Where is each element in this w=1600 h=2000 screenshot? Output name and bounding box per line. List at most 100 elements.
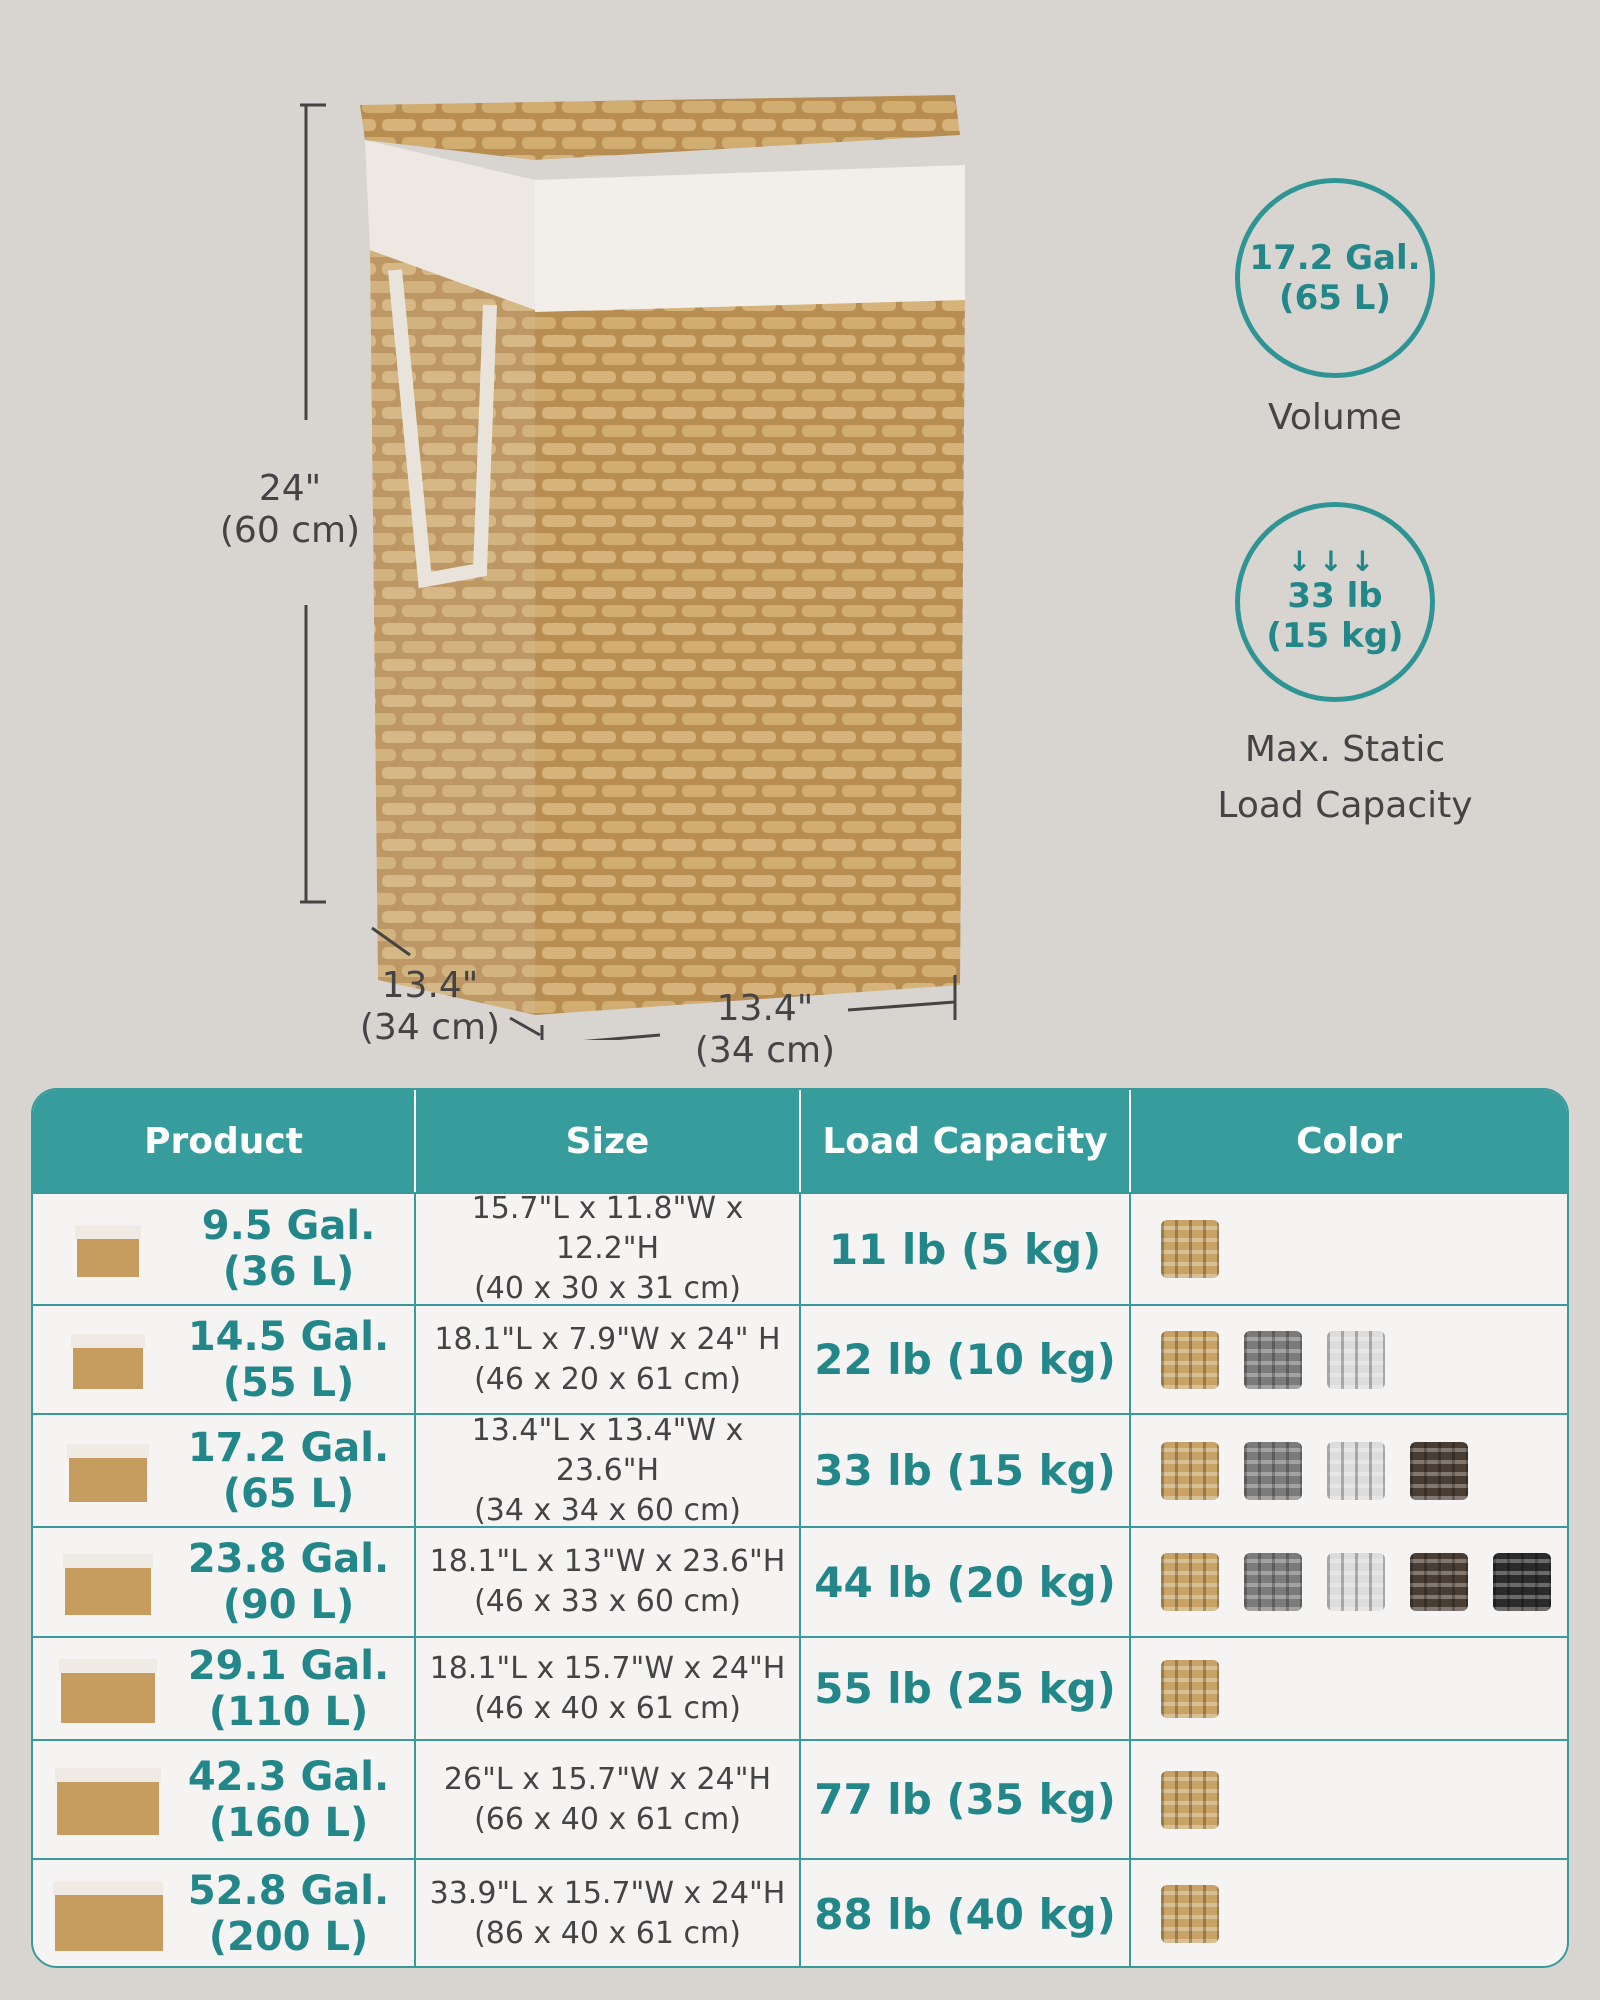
color-swatch-gray[interactable]	[1244, 1441, 1303, 1500]
size-cell: 18.1"L x 15.7"W x 24"H (46 x 40 x 61 cm)	[416, 1638, 801, 1739]
size-cell: 18.1"L x 13"W x 23.6"H (46 x 33 x 60 cm)	[416, 1528, 801, 1636]
size-imperial: 18.1"L x 15.7"W x 24"H	[429, 1650, 786, 1686]
volume-l: (55 L)	[222, 1359, 355, 1406]
size-imperial: 33.9"L x 15.7"W x 24"H	[429, 1876, 786, 1911]
color-swatch-natural[interactable]	[1161, 1770, 1220, 1829]
volume-l: (110 L)	[208, 1688, 369, 1735]
size-metric: (46 x 33 x 60 cm)	[474, 1584, 741, 1619]
table-row: 14.5 Gal. (55 L) 18.1"L x 7.9"W x 24" H (4…	[33, 1304, 1567, 1413]
width-cm: (34 cm)	[694, 1030, 836, 1071]
caption-line2: Load Capacity	[1217, 785, 1473, 826]
height-in: 24"	[258, 468, 322, 509]
table-row: 42.3 Gal. (160 L) 26"L x 15.7"W x 24"H (66…	[33, 1739, 1567, 1858]
size-metric: (86 x 40 x 61 cm)	[474, 1916, 741, 1951]
height-dimension: 24" (60 cm)	[205, 468, 375, 552]
volume-l: (160 L)	[208, 1799, 369, 1846]
table-header: Product Size Load Capacity Color	[33, 1090, 1567, 1192]
depth-dimension: 13.4" (34 cm)	[350, 965, 510, 1049]
color-swatch-gray[interactable]	[1244, 1330, 1303, 1389]
volume-l: (90 L)	[222, 1582, 355, 1628]
table-row: 23.8 Gal. (90 L) 18.1"L x 13"W x 23.6"H (4…	[33, 1526, 1567, 1636]
caption-line1: Max. Static	[1244, 729, 1446, 770]
size-imperial: 18.1"L x 13"W x 23.6"H	[429, 1544, 786, 1579]
volume-l: (36 L)	[222, 1249, 355, 1295]
volume-gal: 42.3 Gal.	[187, 1753, 390, 1800]
product-cell: 17.2 Gal. (65 L)	[33, 1415, 417, 1526]
load-capacity-cell: 77 lb (35 kg)	[801, 1741, 1132, 1858]
load-capacity-cell: 44 lb (20 kg)	[801, 1528, 1132, 1636]
load-kg: (15 kg)	[1266, 616, 1404, 656]
size-metric: (46 x 20 x 61 cm)	[474, 1361, 741, 1397]
size-imperial: 13.4"L x 13.4"W x 23.6"H	[471, 1412, 744, 1488]
volume-gal: 17.2 Gal.	[1249, 238, 1421, 278]
volume-l: (65 L)	[1279, 278, 1391, 318]
volume-gal: 14.5 Gal.	[187, 1313, 390, 1360]
table-row: 29.1 Gal. (110 L) 18.1"L x 15.7"W x 24"H (…	[33, 1636, 1567, 1739]
size-imperial: 18.1"L x 7.9"W x 24" H	[434, 1321, 781, 1357]
load-capacity-caption: Max. Static Load Capacity	[1175, 722, 1515, 834]
volume-gal: 17.2 Gal.	[187, 1424, 390, 1471]
product-thumbnail	[53, 1547, 163, 1617]
size-metric: (40 x 30 x 31 cm)	[474, 1271, 741, 1306]
color-swatch-gray[interactable]	[1244, 1553, 1303, 1611]
size-cell: 15.7"L x 11.8"W x 12.2"H (40 x 30 x 31 cm…	[416, 1191, 801, 1306]
product-cell: 52.8 Gal. (200 L)	[33, 1860, 417, 1966]
color-swatch-natural[interactable]	[1161, 1553, 1220, 1611]
volume-gal: 23.8 Gal.	[187, 1536, 390, 1582]
down-arrows-icon: ↓↓↓	[1287, 545, 1383, 578]
product-thumbnail	[53, 1765, 163, 1835]
color-swatch-white[interactable]	[1327, 1553, 1386, 1611]
depth-in: 13.4"	[381, 965, 479, 1006]
table-row: 9.5 Gal. (36 L) 15.7"L x 11.8"W x 12.2"H (…	[33, 1191, 1567, 1306]
header-load-capacity: Load Capacity	[801, 1090, 1132, 1192]
product-thumbnail	[53, 1214, 163, 1284]
width-in: 13.4"	[716, 988, 814, 1029]
product-cell: 42.3 Gal. (160 L)	[33, 1741, 417, 1858]
header-size: Size	[416, 1090, 801, 1192]
size-metric: (34 x 34 x 60 cm)	[474, 1492, 741, 1528]
size-cell: 33.9"L x 15.7"W x 24"H (86 x 40 x 61 cm)	[416, 1860, 801, 1966]
load-capacity-cell: 11 lb (5 kg)	[801, 1194, 1132, 1304]
color-cell	[1131, 1528, 1567, 1636]
volume-gal: 52.8 Gal.	[187, 1868, 390, 1914]
size-cell: 18.1"L x 7.9"W x 24" H (46 x 20 x 61 cm)	[416, 1306, 801, 1413]
volume-badge: 17.2 Gal. (65 L)	[1235, 178, 1435, 378]
size-cell: 13.4"L x 13.4"W x 23.6"H (34 x 34 x 60 cm…	[416, 1413, 801, 1528]
color-swatch-natural[interactable]	[1161, 1659, 1220, 1718]
size-imperial: 15.7"L x 11.8"W x 12.2"H	[471, 1191, 744, 1266]
volume-gal: 9.5 Gal.	[201, 1203, 376, 1249]
color-swatch-white[interactable]	[1327, 1330, 1386, 1389]
volume-gal: 29.1 Gal.	[187, 1642, 390, 1689]
color-swatch-black[interactable]	[1493, 1553, 1552, 1611]
load-capacity-cell: 22 lb (10 kg)	[801, 1306, 1132, 1413]
volume-l: (65 L)	[222, 1470, 355, 1517]
color-swatch-brown[interactable]	[1410, 1553, 1469, 1611]
color-cell	[1131, 1306, 1567, 1413]
product-comparison-table: Product Size Load Capacity Color 9.5 Gal…	[31, 1088, 1569, 1968]
color-swatch-natural[interactable]	[1161, 1441, 1220, 1500]
size-cell: 26"L x 15.7"W x 24"H (66 x 40 x 61 cm)	[416, 1741, 801, 1858]
product-cell: 29.1 Gal. (110 L)	[33, 1638, 417, 1739]
load-capacity-cell: 88 lb (40 kg)	[801, 1860, 1132, 1966]
color-cell	[1131, 1415, 1567, 1526]
product-cell: 23.8 Gal. (90 L)	[33, 1528, 417, 1636]
color-swatch-white[interactable]	[1327, 1441, 1386, 1500]
color-swatch-natural[interactable]	[1161, 1330, 1220, 1389]
color-swatch-natural[interactable]	[1161, 1885, 1220, 1943]
load-lb: 33 lb	[1287, 576, 1383, 616]
product-thumbnail	[53, 1879, 163, 1951]
size-imperial: 26"L x 15.7"W x 24"H	[443, 1761, 772, 1797]
size-metric: (66 x 40 x 61 cm)	[474, 1801, 741, 1837]
product-cell: 9.5 Gal. (36 L)	[33, 1194, 417, 1304]
header-product: Product	[33, 1090, 416, 1192]
color-cell	[1131, 1741, 1567, 1858]
width-dimension: 13.4" (34 cm)	[680, 988, 850, 1072]
height-cm: (60 cm)	[219, 510, 361, 551]
table-row: 52.8 Gal. (200 L) 33.9"L x 15.7"W x 24"H (…	[33, 1858, 1567, 1966]
color-swatch-natural[interactable]	[1161, 1220, 1220, 1278]
volume-l: (200 L)	[208, 1914, 369, 1960]
color-cell	[1131, 1638, 1567, 1739]
load-capacity-cell: 55 lb (25 kg)	[801, 1638, 1132, 1739]
color-swatch-brown[interactable]	[1410, 1441, 1469, 1500]
color-cell	[1131, 1194, 1567, 1304]
